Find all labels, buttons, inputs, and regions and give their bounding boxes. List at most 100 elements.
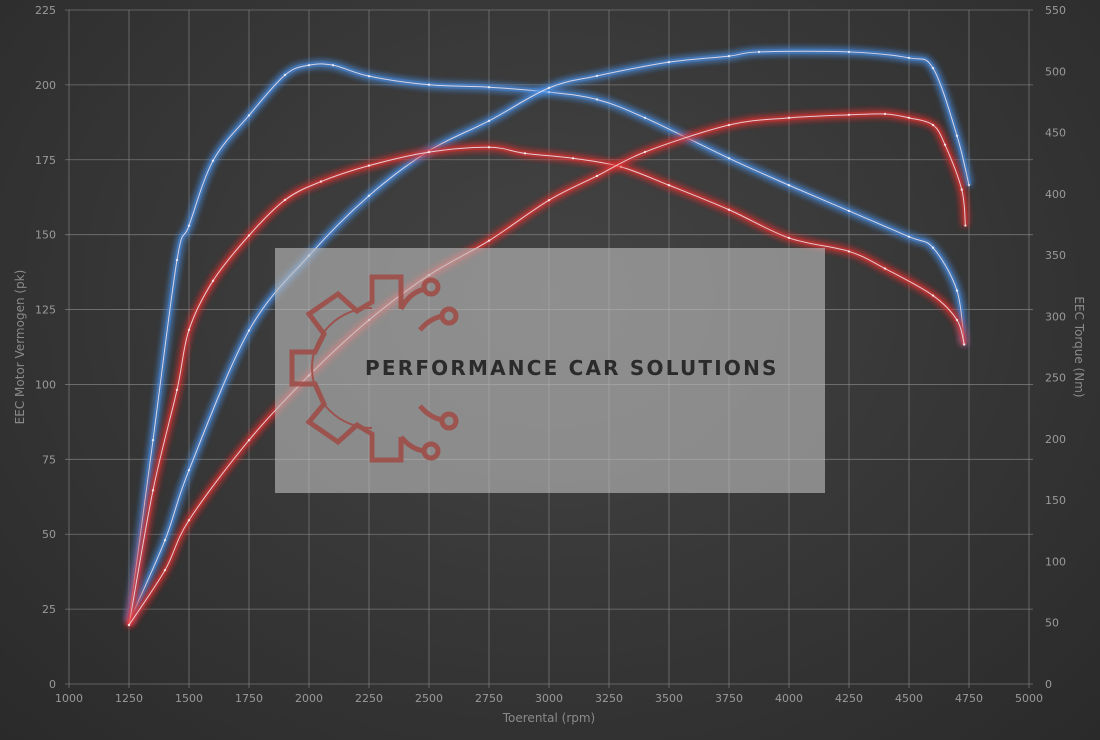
y-tick-label: 225: [35, 4, 56, 17]
logo-gear-icon: [289, 274, 459, 463]
y-axis-label: EEC Motor Vermogen (pk): [13, 270, 27, 425]
tick-labels: 1000 1250 1500 1750 2000 2250 2500 2750 3000 3250…: [35, 4, 1066, 705]
data-point-torque-tuned: [547, 90, 551, 94]
data-point-power-stock: [960, 188, 963, 191]
data-point-torque-stock: [883, 267, 887, 270]
data-point-power-stock: [163, 568, 167, 572]
x-tick-label: 3000: [535, 692, 563, 705]
data-point-power-tuned: [367, 194, 371, 197]
data-point-torque-tuned: [211, 159, 215, 162]
x-tick-label: 4750: [955, 692, 983, 705]
y-tick-label: 25: [42, 603, 56, 616]
data-point-torque-tuned: [367, 74, 371, 78]
y2-tick-label: 100: [1045, 555, 1066, 568]
data-point-torque-tuned: [427, 83, 431, 86]
data-point-torque-stock: [283, 198, 287, 202]
data-point-power-stock: [883, 112, 887, 116]
data-point-torque-tuned: [175, 258, 179, 262]
y2-tick-label: 0: [1045, 678, 1052, 691]
x-tick-label: 4250: [835, 692, 863, 705]
y2-tick-label: 300: [1045, 310, 1066, 323]
data-point-power-tuned: [547, 86, 551, 90]
data-point-power-tuned: [595, 74, 599, 78]
x-tick-label: 1750: [235, 692, 263, 705]
data-point-power-tuned: [847, 50, 851, 54]
data-point-power-tuned: [187, 468, 191, 472]
y2-axis-label: EEC Torque (Nm): [1072, 296, 1086, 397]
data-point-torque-tuned: [283, 73, 287, 77]
data-point-power-stock: [931, 123, 935, 127]
data-point-torque-tuned: [955, 289, 959, 292]
y2-tick-label: 350: [1045, 249, 1066, 262]
y-tick-label: 200: [35, 79, 56, 92]
y2-tick-label: 50: [1045, 617, 1059, 630]
y2-tick-label: 450: [1045, 127, 1066, 140]
data-point-power-tuned: [907, 56, 911, 60]
data-point-power-tuned: [667, 60, 671, 64]
x-tick-label: 2750: [475, 692, 503, 705]
data-point-torque-tuned: [643, 116, 647, 120]
data-point-torque-stock: [175, 388, 179, 392]
data-point-power-stock: [595, 174, 599, 178]
data-point-power-stock: [964, 224, 967, 227]
data-point-power-stock: [247, 438, 251, 442]
data-point-torque-tuned: [907, 235, 911, 238]
data-point-torque-stock: [571, 157, 575, 160]
x-tick-label: 2000: [295, 692, 323, 705]
x-tick-label: 1500: [175, 692, 203, 705]
x-tick-label: 2250: [355, 692, 383, 705]
y2-tick-label: 400: [1045, 188, 1066, 201]
data-point-power-tuned: [967, 184, 971, 187]
data-point-torque-stock: [787, 236, 791, 240]
x-axis-label: Toerental (rpm): [502, 711, 595, 725]
data-point-torque-tuned: [331, 63, 335, 67]
y2-tick-label: 550: [1045, 4, 1066, 17]
data-point-power-tuned: [247, 329, 251, 332]
data-point-power-stock: [127, 623, 131, 627]
y-tick-label: 0: [49, 678, 56, 691]
data-point-torque-stock: [319, 180, 323, 183]
data-point-power-tuned: [727, 54, 731, 58]
data-point-torque-tuned: [727, 157, 731, 160]
data-point-power-stock: [907, 116, 911, 120]
y-tick-label: 150: [35, 229, 56, 242]
data-point-torque-stock: [963, 343, 966, 346]
y2-tick-label: 150: [1045, 494, 1066, 507]
data-point-power-stock: [643, 150, 647, 154]
series-lines: [126, 48, 972, 627]
data-point-power-tuned: [931, 66, 935, 70]
data-point-torque-tuned: [595, 98, 599, 101]
data-point-torque-tuned: [247, 114, 251, 117]
data-point-torque-tuned: [487, 86, 491, 89]
data-point-torque-stock: [487, 146, 491, 149]
data-point-power-tuned: [487, 119, 491, 123]
y-tick-label: 50: [42, 528, 56, 541]
data-point-power-stock: [787, 116, 791, 120]
data-point-power-tuned: [955, 134, 959, 138]
x-tick-label: 2500: [415, 692, 443, 705]
data-point-power-stock: [547, 199, 551, 202]
data-point-torque-stock: [151, 489, 155, 492]
data-point-torque-stock: [427, 150, 431, 154]
x-tick-label: 3750: [715, 692, 743, 705]
data-point-power-stock: [727, 123, 731, 127]
y-tick-label: 100: [35, 378, 56, 391]
data-point-power-tuned: [757, 50, 761, 54]
data-point-power-stock: [847, 113, 851, 117]
y-tick-label: 125: [35, 304, 56, 317]
data-point-torque-stock: [955, 318, 959, 322]
data-point-power-stock: [943, 143, 947, 146]
data-point-torque-tuned: [187, 224, 191, 227]
data-point-torque-stock: [619, 165, 623, 169]
data-point-torque-tuned: [847, 209, 851, 213]
data-point-torque-tuned: [787, 184, 791, 187]
data-point-torque-stock: [247, 234, 251, 237]
y-tick-label: 175: [35, 154, 56, 167]
y2-tick-label: 200: [1045, 433, 1066, 446]
watermark-text: PERFORMANCE CAR SOLUTIONS: [365, 356, 779, 380]
x-tick-label: 4000: [775, 692, 803, 705]
y2-tick-label: 250: [1045, 372, 1066, 385]
data-point-power-stock: [187, 518, 191, 522]
data-point-power-stock: [487, 239, 491, 242]
x-tick-label: 3500: [655, 692, 683, 705]
